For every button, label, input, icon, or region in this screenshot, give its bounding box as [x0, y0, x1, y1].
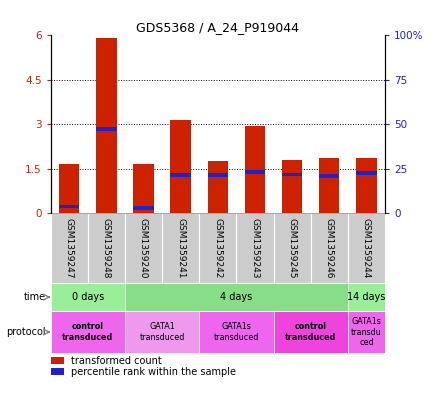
Text: control
transduced: control transduced [285, 322, 336, 342]
Bar [96, 127, 117, 130]
Bar [356, 171, 377, 175]
Title: GDS5368 / A_24_P919044: GDS5368 / A_24_P919044 [136, 21, 299, 34]
Bar [170, 173, 191, 177]
Bar [199, 213, 236, 283]
Bar [319, 158, 340, 213]
Bar [170, 120, 191, 213]
Text: 0 days: 0 days [72, 292, 104, 302]
Text: protocol: protocol [7, 327, 46, 337]
Bar [125, 283, 348, 311]
Text: GSM1359247: GSM1359247 [65, 218, 73, 278]
Bar [51, 356, 64, 364]
Bar [274, 213, 311, 283]
Bar [133, 206, 154, 209]
Text: GSM1359243: GSM1359243 [250, 218, 260, 278]
Bar [125, 213, 162, 283]
Text: percentile rank within the sample: percentile rank within the sample [71, 367, 236, 377]
Bar [51, 213, 88, 283]
Bar [348, 311, 385, 353]
Bar [88, 213, 125, 283]
Bar [356, 158, 377, 213]
Bar [282, 160, 302, 213]
Text: transformed count: transformed count [71, 356, 161, 365]
Bar [348, 283, 385, 311]
Bar [96, 39, 117, 213]
Bar [311, 213, 348, 283]
Bar [274, 311, 348, 353]
Bar [282, 173, 302, 176]
Bar [59, 164, 79, 213]
Text: GSM1359246: GSM1359246 [325, 218, 334, 278]
Text: GATA1s
transduced: GATA1s transduced [214, 322, 259, 342]
Text: control
transduced: control transduced [62, 322, 114, 342]
Bar [51, 368, 64, 375]
Text: GSM1359240: GSM1359240 [139, 218, 148, 278]
Bar [51, 283, 125, 311]
Text: GSM1359241: GSM1359241 [176, 218, 185, 278]
Text: 14 days: 14 days [347, 292, 385, 302]
Bar [51, 311, 125, 353]
Bar [236, 213, 274, 283]
Bar [245, 126, 265, 213]
Bar [348, 213, 385, 283]
Text: GSM1359244: GSM1359244 [362, 218, 371, 278]
Text: 4 days: 4 days [220, 292, 253, 302]
Bar [208, 173, 228, 177]
Text: time: time [24, 292, 46, 302]
Text: GATA1s
transdu
ced: GATA1s transdu ced [351, 317, 382, 347]
Bar [199, 311, 274, 353]
Text: GSM1359245: GSM1359245 [288, 218, 297, 278]
Bar [59, 205, 79, 208]
Text: GATA1
transduced: GATA1 transduced [139, 322, 185, 342]
Bar [208, 161, 228, 213]
Bar [162, 213, 199, 283]
Bar [245, 170, 265, 174]
Text: GSM1359248: GSM1359248 [102, 218, 111, 278]
Bar [133, 164, 154, 213]
Bar [125, 311, 199, 353]
Text: GSM1359242: GSM1359242 [213, 218, 222, 278]
Bar [319, 174, 340, 178]
